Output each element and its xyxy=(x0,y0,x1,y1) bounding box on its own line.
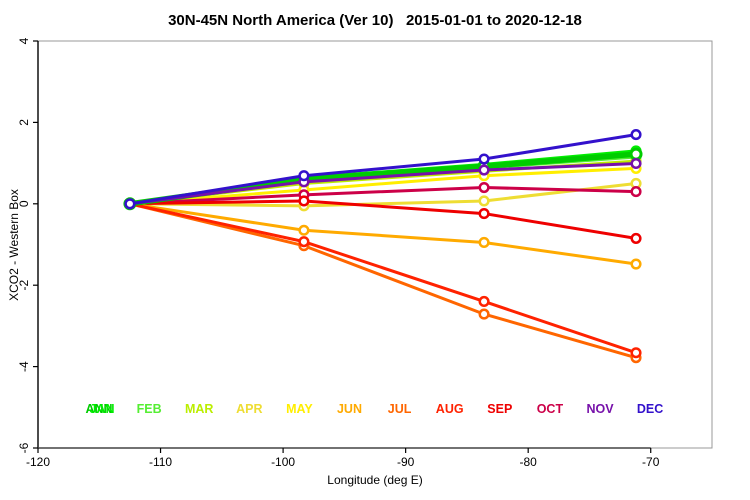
data-point-aug xyxy=(298,236,310,248)
legend-label-jul: JUL xyxy=(388,402,412,416)
legend-label-nov: NOV xyxy=(586,402,614,416)
series-line-nov xyxy=(128,162,638,206)
x-tick-label: -100 xyxy=(271,455,295,469)
x-tick-label: -120 xyxy=(26,455,50,469)
series-line-sep xyxy=(128,199,638,240)
data-point-aug xyxy=(478,295,490,308)
data-point-dec xyxy=(630,129,642,141)
data-point-jun xyxy=(478,236,490,249)
data-point-oct xyxy=(630,186,642,198)
plot-box xyxy=(37,40,713,449)
y-tick-label: 4 xyxy=(17,37,31,44)
data-point-aug xyxy=(630,347,642,359)
y-tick-label: -4 xyxy=(17,361,31,372)
series-line-apr xyxy=(128,181,638,208)
y-tick-label: 2 xyxy=(17,119,31,126)
legend-label-apr: APR xyxy=(236,402,262,416)
data-point-nov xyxy=(630,157,642,170)
series-line-may xyxy=(128,166,638,206)
legend-label-jan: JAN xyxy=(89,402,114,416)
x-tick-label: -70 xyxy=(642,455,660,469)
data-point-jul xyxy=(478,308,490,320)
legend-label-dec: DEC xyxy=(637,402,663,416)
series-line-oct xyxy=(128,186,638,206)
data-point-sep xyxy=(630,232,642,244)
data-point-jun xyxy=(630,258,642,270)
data-point-sep xyxy=(298,195,310,207)
legend-label-mar: MAR xyxy=(185,402,213,416)
y-tick-label: -2 xyxy=(17,280,31,291)
series-line-jul xyxy=(128,202,638,360)
data-point-oct xyxy=(478,181,490,194)
chart-title: 30N-45N North America (Ver 10) 2015-01-0… xyxy=(168,12,582,29)
legend-label-aug: AUG xyxy=(436,402,464,416)
data-point-dec xyxy=(124,198,136,210)
legend-label-may: MAY xyxy=(286,402,313,416)
x-tick-label: -80 xyxy=(520,455,538,469)
series-line-aug xyxy=(128,202,638,355)
legend-label-ann: ANN xyxy=(85,402,112,416)
x-tick-label: -110 xyxy=(149,455,172,469)
legend-label-feb: FEB xyxy=(137,402,162,416)
data-point-dec xyxy=(298,170,310,182)
x-axis-title: Longitude (deg E) xyxy=(327,473,423,487)
series-line-jun xyxy=(128,202,638,266)
data-point-nov xyxy=(478,164,490,176)
legend-label-oct: OCT xyxy=(537,402,564,416)
data-point-jun xyxy=(298,224,310,236)
data-point-apr xyxy=(478,195,490,207)
data-point-dec xyxy=(478,153,490,165)
data-point-sep xyxy=(478,208,490,220)
x-tick-label: -90 xyxy=(397,455,415,469)
legend-label-jun: JUN xyxy=(337,402,362,416)
legend-label-sep: SEP xyxy=(487,402,512,416)
y-tick-label: 0 xyxy=(17,200,31,207)
data-point-ann xyxy=(629,147,643,161)
y-tick-label: -6 xyxy=(17,442,31,453)
series-line-dec xyxy=(128,133,638,206)
